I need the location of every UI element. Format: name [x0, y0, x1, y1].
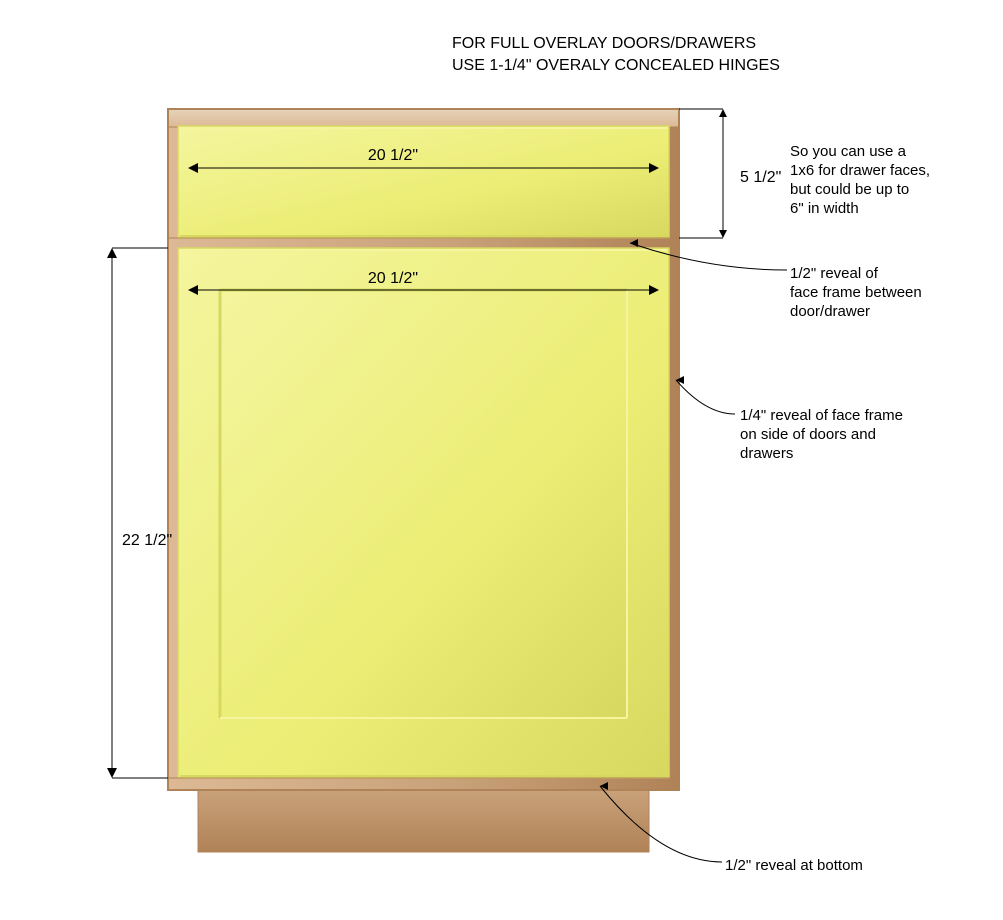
svg-text:1/2" reveal of: 1/2" reveal of — [790, 265, 879, 282]
dim-drawer-height: 5 1/2" — [679, 109, 781, 238]
svg-text:but could be up to: but could be up to — [790, 181, 909, 198]
svg-text:1/4" reveal of face frame: 1/4" reveal of face frame — [740, 407, 903, 424]
svg-text:face frame between: face frame between — [790, 284, 922, 301]
svg-text:1/2" reveal at bottom: 1/2" reveal at bottom — [725, 857, 863, 874]
note-drawer-face: So you can use a 1x6 for drawer faces, but… — [790, 143, 930, 217]
svg-text:6" in width: 6" in width — [790, 200, 859, 217]
svg-text:22 1/2": 22 1/2" — [122, 532, 172, 549]
svg-text:So you can use a: So you can use a — [790, 143, 907, 160]
svg-text:1x6 for drawer faces,: 1x6 for drawer faces, — [790, 162, 930, 179]
svg-text:20 1/2": 20 1/2" — [368, 270, 418, 287]
svg-text:drawers: drawers — [740, 445, 793, 462]
drawer-face — [178, 126, 669, 238]
svg-text:FOR FULL OVERLAY DOORS/DRAWERS: FOR FULL OVERLAY DOORS/DRAWERS — [452, 35, 756, 52]
note-reveal-side: 1/4" reveal of face frame on side of door… — [676, 376, 903, 462]
cabinet — [168, 109, 679, 852]
dim-door-height: 22 1/2" — [107, 248, 172, 778]
svg-text:door/drawer: door/drawer — [790, 303, 870, 320]
svg-text:5 1/2": 5 1/2" — [740, 169, 781, 186]
toe-kick — [198, 790, 649, 852]
svg-text:USE 1-1/4" OVERALY CONCEALED H: USE 1-1/4" OVERALY CONCEALED HINGES — [452, 57, 780, 74]
door-inset-panel — [220, 290, 627, 718]
svg-text:20 1/2": 20 1/2" — [368, 147, 418, 164]
face-frame-top-rail — [169, 110, 678, 127]
cabinet-door — [178, 248, 669, 778]
svg-text:on side of doors and: on side of doors and — [740, 426, 876, 443]
title: FOR FULL OVERLAY DOORS/DRAWERS USE 1-1/4"… — [452, 35, 780, 74]
